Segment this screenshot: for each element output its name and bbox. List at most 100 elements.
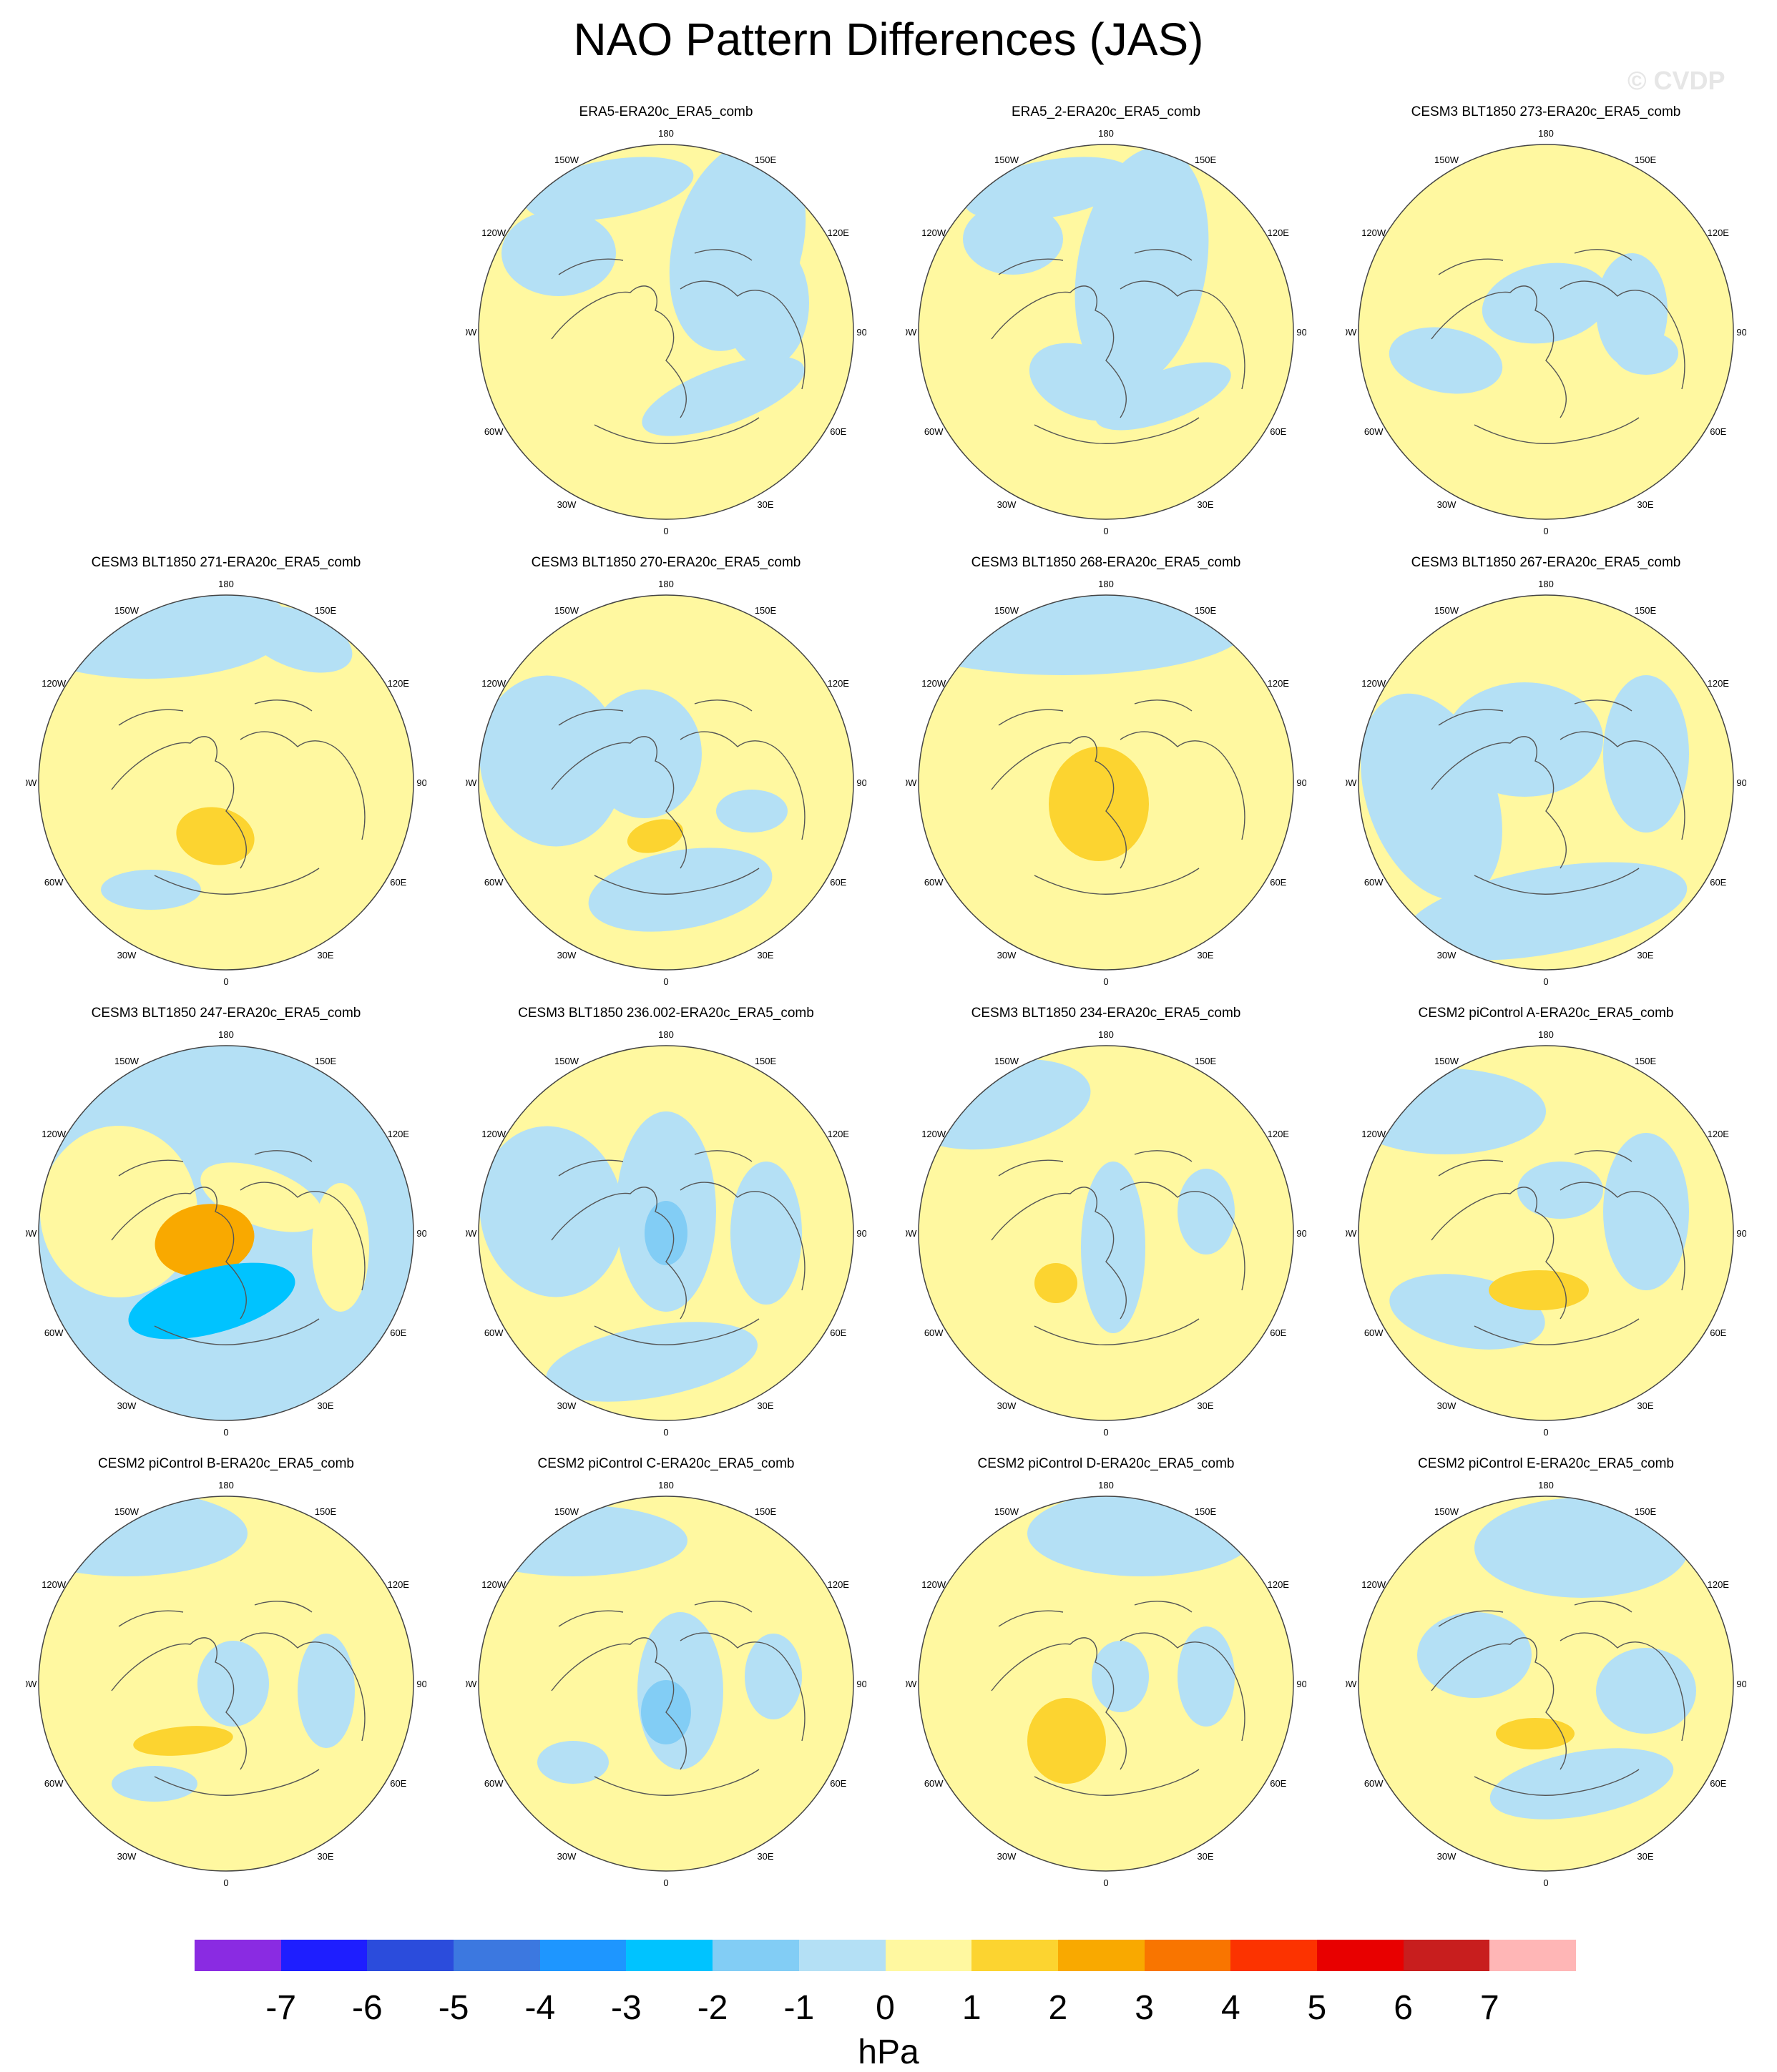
longitude-label: 150W <box>554 605 579 616</box>
map-panel: CESM2 piControl B-ERA20c_ERA5_comb 180 150… <box>26 1456 426 1900</box>
longitude-label: 60W <box>1364 1327 1384 1338</box>
longitude-label: 150E <box>755 605 777 616</box>
field-patch <box>1178 1626 1235 1727</box>
longitude-label: 60W <box>924 1778 944 1789</box>
longitude-label: 120E <box>1708 1129 1730 1139</box>
longitude-label: 60W <box>1364 877 1384 888</box>
longitude-label: 60E <box>1270 1327 1286 1338</box>
map-panel: CESM3 BLT1850 247-ERA20c_ERA5_comb 180 150… <box>26 1006 426 1449</box>
coastline <box>1120 280 1245 390</box>
coastline <box>254 699 313 712</box>
longitude-label: 90E <box>1736 777 1746 788</box>
polar-map: 180 150E 120E 90E 60E 30E 0 30W 60W 90W 120W 150W <box>26 1029 426 1438</box>
map-boundary <box>38 594 414 971</box>
anomaly-contour <box>1489 1270 1589 1310</box>
longitude-label: 60E <box>1710 426 1726 437</box>
longitude-label: 90W <box>1346 1679 1357 1689</box>
polar-map: 180 150E 120E 90E 60E 30E 0 30W 60W 90W 120W 150W <box>1346 1480 1746 1888</box>
longitude-label: 60E <box>1270 877 1286 888</box>
longitude-label: 120W <box>921 227 946 238</box>
map-boundary <box>478 1045 854 1421</box>
coastline <box>1474 1318 1640 1345</box>
longitude-label: 90W <box>26 777 37 788</box>
longitude-label: 30E <box>317 1851 333 1862</box>
coastline <box>154 1769 320 1796</box>
colorbar-box <box>454 1940 541 1971</box>
longitude-label: 30E <box>1637 499 1653 510</box>
anomaly-contour <box>155 1204 255 1277</box>
longitude-label: 120E <box>388 1129 410 1139</box>
anomaly-contour <box>1027 1698 1106 1784</box>
colorbar-label: -2 <box>697 1989 728 2027</box>
field-patch <box>298 1634 355 1748</box>
colorbar-box <box>626 1940 713 1971</box>
field-patch <box>1482 262 1610 344</box>
longitude-label: 90W <box>26 1228 37 1239</box>
coastline <box>118 709 184 726</box>
longitude-label: 150E <box>1635 1056 1657 1066</box>
longitude-label: 30E <box>1637 1400 1653 1411</box>
coastline <box>1438 1159 1504 1177</box>
field-patch <box>1474 1498 1689 1598</box>
longitude-label: 60W <box>924 877 944 888</box>
polar-map: 180 150E 120E 90E 60E 30E 0 30W 60W 90W 120W 150W <box>466 579 866 987</box>
longitude-label: 90W <box>466 1679 477 1689</box>
longitude-label: 150W <box>994 1506 1019 1517</box>
longitude-label: 30W <box>557 499 577 510</box>
longitude-label: 120W <box>41 678 67 689</box>
longitude-label: 60E <box>1710 1778 1726 1789</box>
longitude-label: 120W <box>1361 1579 1386 1590</box>
longitude-label: 90W <box>906 1228 917 1239</box>
longitude-label: 150E <box>755 1056 777 1066</box>
longitude-label: 180 <box>218 1480 234 1491</box>
longitude-label: 120E <box>388 1579 410 1590</box>
colorbar-label: -4 <box>524 1989 556 2027</box>
coastline <box>694 1601 753 1613</box>
longitude-label: 180 <box>1098 1480 1114 1491</box>
polar-map: 180 150E 120E 90E 60E 30E 0 30W 60W 90W 120W 150W <box>26 579 426 987</box>
field-patch <box>1603 1133 1689 1290</box>
panel-title: CESM2 piControl D-ERA20c_ERA5_comb <box>977 1456 1235 1471</box>
longitude-label: 90E <box>1736 1228 1746 1239</box>
field-patch <box>1095 362 1231 431</box>
longitude-label: 150W <box>114 605 139 616</box>
longitude-label: 90W <box>466 327 477 338</box>
colorbar-box <box>798 1940 886 1971</box>
longitude-label: 60E <box>830 426 846 437</box>
longitude-label: 60E <box>1270 1778 1286 1789</box>
longitude-label: 120E <box>1268 1129 1290 1139</box>
coastline <box>1560 1182 1685 1291</box>
polar-map: 180 150E 120E 90E 60E 30E 0 30W 60W 90W 120W 150W <box>1346 579 1746 987</box>
longitude-label: 30W <box>557 1851 577 1862</box>
coastline <box>551 1637 687 1770</box>
coastline <box>1474 417 1640 444</box>
longitude-label: 60W <box>924 426 944 437</box>
map-panel: CESM3 BLT1850 268-ERA20c_ERA5_comb 180 150… <box>906 555 1306 998</box>
colorbar-label: 3 <box>1135 1989 1154 2027</box>
coastline <box>558 258 624 275</box>
longitude-label: 0 <box>1543 526 1548 536</box>
map-boundary <box>478 1496 854 1872</box>
longitude-label: 0 <box>663 1427 668 1438</box>
longitude-label: 90E <box>1736 1679 1746 1689</box>
map-panel: CESM2 piControl E-ERA20c_ERA5_comb 180 150… <box>1346 1456 1746 1900</box>
coastline <box>998 709 1064 726</box>
longitude-label: 0 <box>663 1877 668 1888</box>
map-panel: CESM3 BLT1850 267-ERA20c_ERA5_comb 180 150… <box>1346 555 1746 998</box>
coastline <box>118 1610 184 1627</box>
coastline <box>558 1159 624 1177</box>
colorbar-box <box>195 1940 282 1971</box>
polar-map: 180 150E 120E 90E 60E 30E 0 30W 60W 90W 120W 150W <box>1346 128 1746 536</box>
longitude-label: 60W <box>44 877 64 888</box>
map-boundary <box>918 144 1294 520</box>
field-patch <box>1446 682 1603 797</box>
longitude-label: 120E <box>1268 1579 1290 1590</box>
longitude-label: 120E <box>828 1579 850 1590</box>
longitude-label: 180 <box>218 579 234 589</box>
colorbar-label: 6 <box>1394 1989 1413 2027</box>
longitude-label: 150W <box>554 1506 579 1517</box>
field-patch <box>970 625 1056 668</box>
coastline <box>694 699 753 712</box>
anomaly-contour <box>1049 747 1149 861</box>
longitude-label: 30W <box>1437 1851 1457 1862</box>
